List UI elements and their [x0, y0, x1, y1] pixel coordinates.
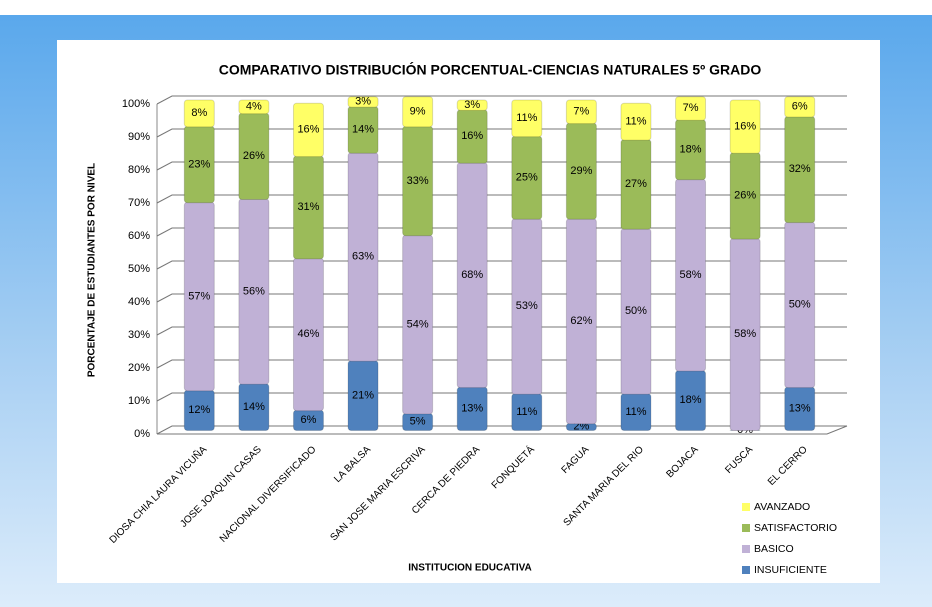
data-label: 50%: [789, 299, 811, 311]
data-label: 7%: [683, 102, 699, 114]
bar-segment: [347, 96, 379, 108]
y-tick-label: 0%: [134, 428, 150, 440]
data-label: 3%: [464, 99, 480, 111]
y-tick-label: 10%: [128, 395, 150, 407]
grid-line: [156, 95, 847, 105]
data-label: 50%: [625, 305, 647, 317]
data-label: 5%: [410, 416, 426, 428]
data-label: 46%: [297, 328, 319, 340]
y-tick-label: 20%: [128, 362, 150, 374]
data-label: 58%: [680, 269, 702, 281]
y-tick-label: 100%: [122, 98, 150, 110]
bar-segment: [511, 99, 543, 138]
data-label: 31%: [297, 201, 319, 213]
bar-segment: [620, 102, 652, 141]
data-label: 12%: [188, 404, 210, 416]
data-label: 16%: [734, 120, 756, 132]
data-label: 27%: [625, 178, 647, 190]
legend-swatch: [742, 503, 750, 511]
data-label: 11%: [625, 115, 646, 127]
y-tick-label: 40%: [128, 296, 150, 308]
data-label: 26%: [243, 150, 265, 162]
legend-label: BASICO: [754, 543, 794, 555]
legend-label: AVANZADO: [754, 501, 810, 513]
data-label: 33%: [407, 175, 429, 187]
data-label: 32%: [789, 163, 811, 175]
x-axis-title: INSTITUCION EDUCATIVA: [408, 563, 532, 574]
data-label: 7%: [573, 105, 589, 117]
data-label: 63%: [352, 251, 374, 263]
data-label: 29%: [570, 165, 592, 177]
data-label: 4%: [246, 101, 262, 113]
data-label: 53%: [516, 300, 538, 312]
data-label: 11%: [516, 406, 537, 418]
data-label: 13%: [461, 402, 483, 414]
bar-segment: [784, 96, 816, 118]
data-label: 18%: [680, 394, 702, 406]
data-label: 62%: [570, 315, 592, 327]
y-axis-title: PORCENTAJE DE ESTUDIANTES POR NIVEL: [87, 163, 98, 377]
data-label: 57%: [188, 290, 210, 302]
bar-segment: [183, 99, 215, 128]
bar-segment: [238, 99, 270, 115]
legend-label: INSUFICIENTE: [754, 564, 827, 576]
data-label: 25%: [516, 171, 538, 183]
y-tick-label: 60%: [128, 230, 150, 242]
data-label: 11%: [516, 112, 537, 124]
data-label: 3%: [355, 96, 371, 108]
data-label: 8%: [191, 107, 207, 119]
legend-swatch: [742, 524, 750, 532]
bar-segment: [565, 99, 597, 125]
legend-label: SATISFACTORIO: [754, 522, 837, 534]
data-label: 14%: [243, 401, 265, 413]
data-label: 16%: [461, 130, 483, 142]
data-label: 11%: [625, 406, 646, 418]
data-label: 26%: [734, 190, 756, 202]
floor: [157, 425, 848, 435]
data-label: 21%: [352, 389, 374, 401]
bar-segment: [402, 96, 434, 128]
data-label: 58%: [734, 328, 756, 340]
data-label: 56%: [243, 285, 265, 297]
y-tick-label: 50%: [128, 263, 150, 275]
y-tick-label: 70%: [128, 197, 150, 209]
data-label: 23%: [188, 158, 210, 170]
data-label: 9%: [410, 105, 426, 117]
bar-segment: [729, 99, 761, 154]
data-label: 68%: [461, 269, 483, 281]
chart-title: COMPARATIVO DISTRIBUCIÓN PORCENTUAL-CIEN…: [219, 61, 762, 78]
data-label: 13%: [789, 402, 811, 414]
bar-segment: [292, 102, 324, 158]
y-tick-label: 30%: [128, 329, 150, 341]
data-label: 18%: [680, 143, 702, 155]
data-label: 16%: [297, 124, 319, 136]
legend-swatch: [742, 566, 750, 574]
data-label: 6%: [792, 101, 808, 113]
legend-swatch: [742, 545, 750, 553]
bar-segment: [675, 96, 707, 121]
data-label: 14%: [352, 124, 374, 136]
data-label: 6%: [301, 414, 317, 426]
bar-segment: [456, 99, 488, 111]
data-label: 54%: [407, 318, 429, 330]
y-tick-label: 90%: [128, 131, 150, 143]
y-tick-label: 80%: [128, 164, 150, 176]
